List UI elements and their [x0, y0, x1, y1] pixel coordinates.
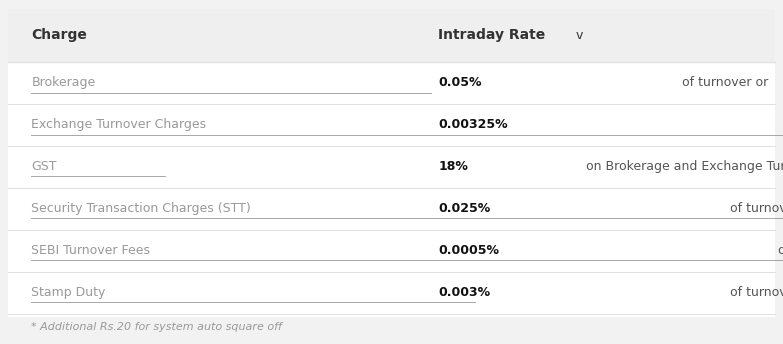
Text: of turnover on sell orders: of turnover on sell orders [726, 202, 783, 215]
Text: * Additional Rs.20 for system auto square off: * Additional Rs.20 for system auto squar… [31, 322, 282, 332]
Text: 0.05%: 0.05% [438, 76, 482, 89]
Text: 0.025%: 0.025% [438, 202, 491, 215]
Text: 0.0005%: 0.0005% [438, 244, 500, 257]
Text: of turnover or: of turnover or [678, 76, 772, 89]
Text: Exchange Turnover Charges: Exchange Turnover Charges [31, 118, 207, 131]
Text: Security Transaction Charges (STT): Security Transaction Charges (STT) [31, 202, 251, 215]
Text: v: v [576, 29, 583, 42]
Text: Intraday Rate: Intraday Rate [438, 28, 546, 42]
Text: Charge: Charge [31, 28, 87, 42]
Text: SEBI Turnover Fees: SEBI Turnover Fees [31, 244, 150, 257]
Text: of turnover: of turnover [774, 244, 783, 257]
Bar [8, 9, 775, 62]
Text: of turnover on buy orders: of turnover on buy orders [726, 286, 783, 299]
Text: on Brokerage and Exchange Turnover Charges: on Brokerage and Exchange Turnover Charg… [583, 160, 783, 173]
Text: Stamp Duty: Stamp Duty [31, 286, 106, 299]
Text: GST: GST [31, 160, 57, 173]
Text: Brokerage: Brokerage [31, 76, 96, 89]
Text: 0.00325%: 0.00325% [438, 118, 508, 131]
Text: 18%: 18% [438, 160, 468, 173]
Bar [8, 62, 775, 317]
Text: 0.003%: 0.003% [438, 286, 491, 299]
